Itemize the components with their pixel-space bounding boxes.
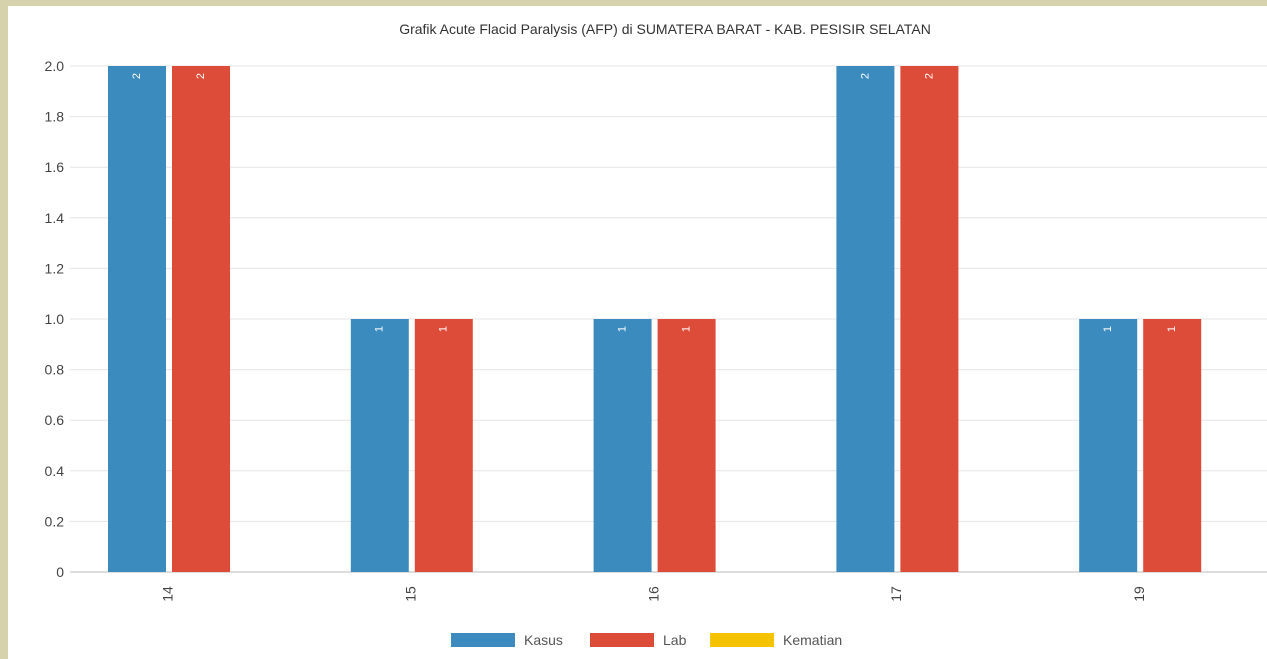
- bar-lab[interactable]: [1143, 319, 1202, 572]
- data-label: 1: [1166, 326, 1178, 332]
- y-tick-label: 0.6: [45, 412, 65, 428]
- x-tick-label: 15: [403, 586, 419, 602]
- x-axis: 14 15 16 17 19: [160, 586, 1147, 602]
- legend-label: Kasus: [524, 632, 563, 648]
- legend-label: Kematian: [783, 632, 842, 648]
- legend-swatch: [451, 633, 515, 647]
- y-tick-label: 1.6: [45, 159, 65, 175]
- data-label: 2: [923, 73, 935, 79]
- y-tick-label: 2.0: [45, 58, 65, 74]
- data-label: 2: [131, 73, 143, 79]
- bar-chart: Grafik Acute Flacid Paralysis (AFP) di S…: [45, 21, 1267, 648]
- chart-title: Grafik Acute Flacid Paralysis (AFP) di S…: [399, 21, 931, 37]
- x-tick-label: 17: [888, 586, 904, 602]
- x-tick-label: 14: [160, 586, 176, 602]
- y-tick-label: 1.0: [45, 311, 65, 327]
- data-label: 1: [374, 326, 386, 332]
- x-tick-label: 19: [1131, 586, 1147, 602]
- bar-lab[interactable]: [414, 319, 473, 572]
- data-label: 2: [195, 73, 207, 79]
- data-label: 1: [438, 326, 450, 332]
- legend-item-kasus[interactable]: Kasus: [451, 632, 563, 648]
- bar-kasus[interactable]: [108, 66, 166, 572]
- bars: 2 2 1 1 1 1 2 2 1 1: [108, 66, 1202, 572]
- legend-item-kematian[interactable]: Kematian: [710, 632, 842, 648]
- legend-label: Lab: [663, 632, 687, 648]
- bar-lab[interactable]: [172, 66, 230, 572]
- legend-swatch: [710, 633, 774, 647]
- legend[interactable]: Kasus Lab Kematian: [451, 632, 842, 648]
- data-label: 1: [681, 326, 693, 332]
- y-tick-label: 1.2: [45, 260, 65, 276]
- bar-lab[interactable]: [657, 319, 716, 572]
- bar-kasus[interactable]: [1079, 319, 1138, 572]
- y-tick-label: 1.8: [45, 109, 65, 125]
- x-tick-label: 16: [645, 586, 661, 602]
- y-tick-label: 0.4: [45, 463, 65, 479]
- y-tick-label: 1.4: [45, 210, 65, 226]
- data-label: 2: [859, 73, 871, 79]
- bar-lab[interactable]: [900, 66, 959, 572]
- chart-panel: Grafik Acute Flacid Paralysis (AFP) di S…: [8, 6, 1267, 659]
- data-label: 1: [1102, 326, 1114, 332]
- y-tick-label: 0.8: [45, 362, 65, 378]
- legend-item-lab[interactable]: Lab: [590, 632, 687, 648]
- bar-kasus[interactable]: [350, 319, 409, 572]
- bar-kasus[interactable]: [593, 319, 652, 572]
- legend-swatch: [590, 633, 654, 647]
- data-label: 1: [617, 326, 629, 332]
- y-tick-label: 0: [56, 564, 64, 580]
- bar-kasus[interactable]: [836, 66, 895, 572]
- y-tick-label: 0.2: [45, 513, 65, 529]
